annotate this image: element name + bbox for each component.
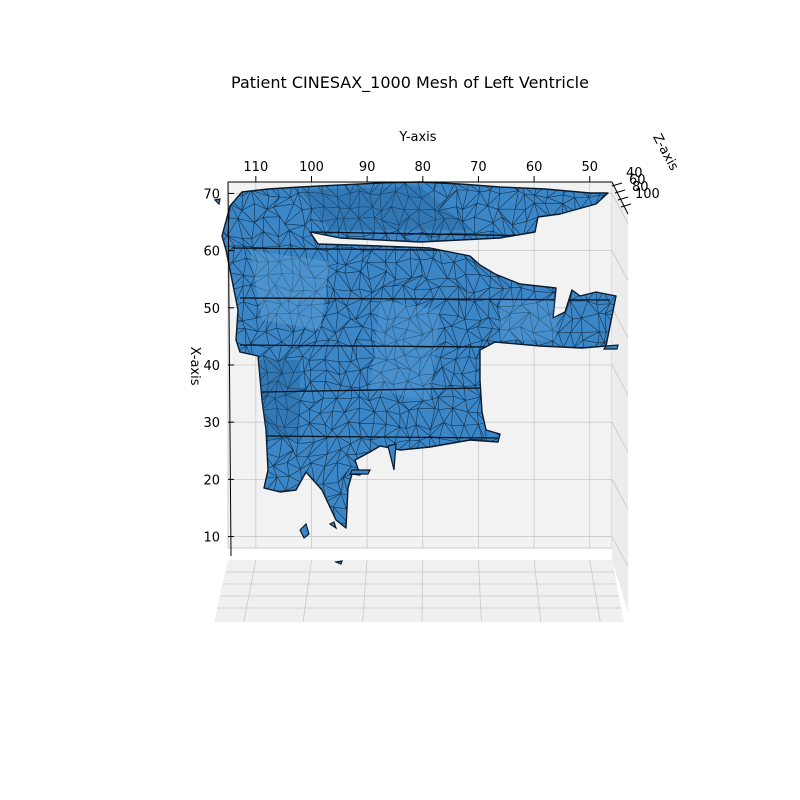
z-tick-label: 40 xyxy=(626,166,643,181)
y-tick-label: 80 xyxy=(415,160,432,175)
z-axis-line xyxy=(611,181,629,215)
x-tick-label: 40 xyxy=(203,359,220,374)
x-tick-label: 30 xyxy=(203,416,220,431)
z-tick xyxy=(614,189,626,194)
x-tick-label: 10 xyxy=(203,531,220,546)
floor-grid-line xyxy=(243,559,257,623)
z-tick xyxy=(620,203,632,208)
x-tick-label: 20 xyxy=(203,473,220,488)
floor-grid-line xyxy=(533,559,542,623)
mesh-shade-patch xyxy=(370,300,440,400)
mesh-shade-patch xyxy=(300,186,470,230)
side-grid-line xyxy=(611,421,629,453)
floor-grid-line xyxy=(302,559,312,623)
side-grid-line xyxy=(611,307,629,339)
x-tick-label: 60 xyxy=(203,245,220,260)
x-tick-label: 50 xyxy=(203,302,220,317)
side-pane xyxy=(612,182,628,612)
mesh-fragment xyxy=(602,344,619,350)
mesh-shade-patch xyxy=(500,300,560,340)
mesh-fragment xyxy=(333,560,343,565)
side-grid-line xyxy=(611,250,629,281)
mesh-rim-line xyxy=(265,435,499,439)
floor-grid-line xyxy=(362,559,368,623)
mesh-fragment xyxy=(349,469,371,475)
z-tick-label: 100 xyxy=(635,187,660,202)
z-axis-label: Z-axis xyxy=(649,131,681,173)
y-tick-label: 100 xyxy=(299,160,324,175)
floor-pane xyxy=(214,560,624,622)
mesh-rim-line xyxy=(239,297,611,301)
y-tick-label: 60 xyxy=(526,160,543,175)
y-tick-label: 70 xyxy=(470,160,487,175)
y-tick-label: 110 xyxy=(243,160,268,175)
chart-title: Patient CINESAX_1000 Mesh of Left Ventri… xyxy=(231,73,589,93)
mesh-rim-line xyxy=(261,387,483,393)
mesh-rim-line xyxy=(311,231,541,237)
side-grid-line xyxy=(611,536,629,567)
x-axis-line xyxy=(227,181,232,557)
z-tick-label: 60 xyxy=(629,173,646,188)
side-grid-line xyxy=(611,364,629,396)
y-axis-label: Y-axis xyxy=(398,130,436,145)
z-tick-label: 80 xyxy=(632,180,649,195)
x-tick-label: 70 xyxy=(203,187,220,202)
mesh-shade-patch xyxy=(250,250,330,330)
floor-grid-line xyxy=(421,559,424,623)
z-tick xyxy=(617,196,629,201)
floor-grid-line xyxy=(478,559,482,623)
floor-grid-line xyxy=(589,559,601,623)
mesh-fragment xyxy=(213,198,221,206)
mesh-fragment xyxy=(299,522,310,539)
y-tick-label: 50 xyxy=(581,160,598,175)
side-grid-line xyxy=(611,479,629,510)
x-axis-label: X-axis xyxy=(187,347,202,386)
y-tick-label: 90 xyxy=(359,160,376,175)
mesh-fragment xyxy=(387,443,397,471)
side-grid-line xyxy=(611,193,629,224)
mesh-fragment xyxy=(328,521,338,530)
